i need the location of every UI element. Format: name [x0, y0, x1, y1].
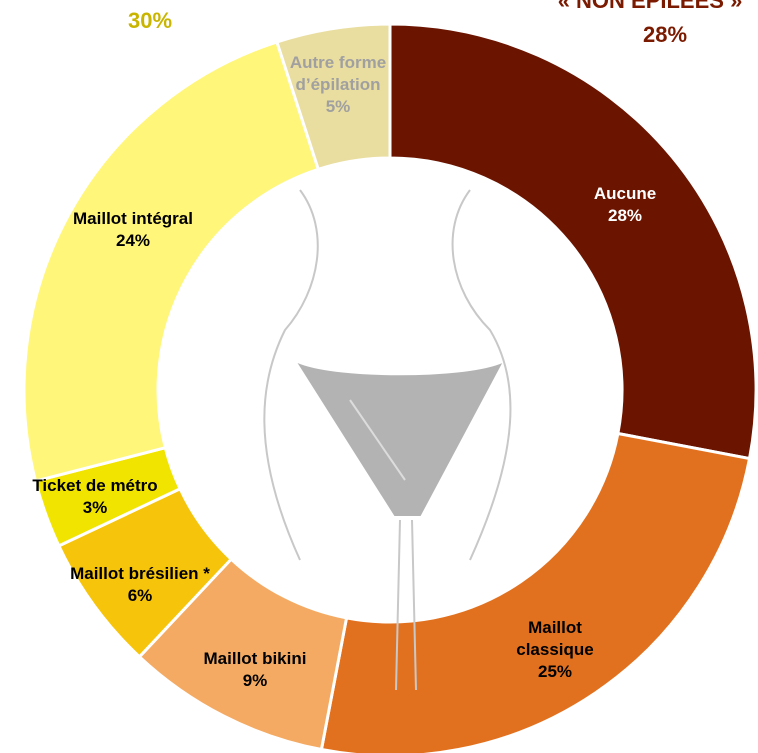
value-label: 9% [242, 671, 268, 690]
slice [319, 431, 752, 753]
slices [22, 22, 758, 753]
annotation: « NON EPILEES » [557, 0, 743, 13]
value-label: 25% [537, 662, 573, 681]
value-label: 6% [127, 586, 153, 605]
annotation: 30% [127, 8, 173, 33]
slice-label: Maillot bikini 9% [175, 648, 335, 692]
category-name: Maillot classique [516, 618, 594, 659]
annotation: 28% [642, 22, 688, 47]
category-name: Aucune [593, 184, 657, 203]
value-label: 3% [82, 498, 108, 517]
slice-label: Autre forme d’épilation 5% [273, 52, 403, 118]
category-name: Maillot brésilien * [70, 564, 210, 583]
body-illustration [263, 189, 512, 691]
value-label: 24% [115, 231, 151, 250]
category-name: Autre forme d’épilation [289, 53, 387, 94]
value-label: 28% [607, 206, 643, 225]
slice [275, 22, 392, 172]
value-label: 5% [325, 97, 351, 116]
slice-label: Ticket de métro 3% [5, 475, 185, 519]
category-name: Maillot intégral [73, 209, 193, 228]
slice-label: Maillot classique 25% [505, 617, 605, 683]
category-name: Maillot bikini [203, 649, 307, 668]
slice-label: Aucune 28% [585, 183, 665, 227]
slice-label: Maillot intégral 24% [38, 208, 228, 252]
slice-label: Maillot brésilien * 6% [40, 563, 240, 607]
slice [388, 22, 758, 461]
category-name: Ticket de métro [32, 476, 158, 495]
slice [22, 40, 321, 483]
